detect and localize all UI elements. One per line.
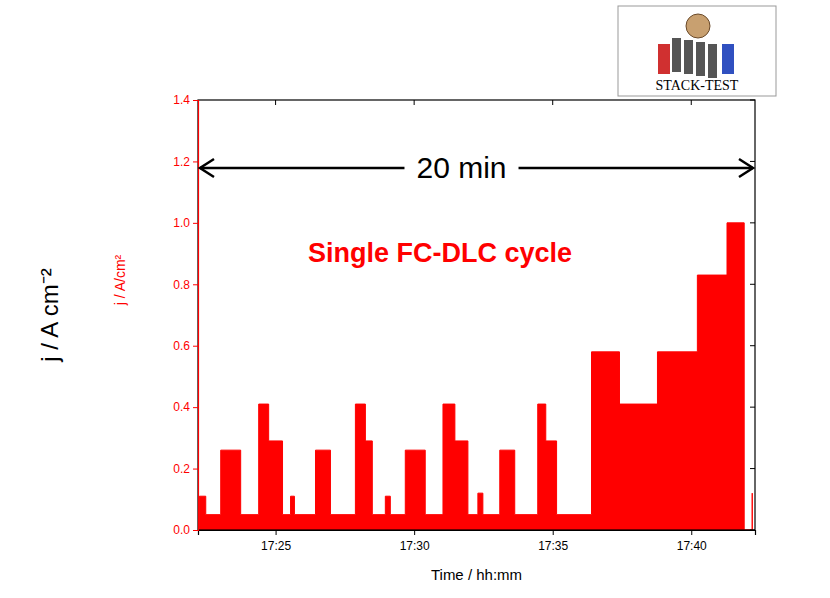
- y-right-tick-mark: [750, 222, 755, 223]
- y-axis-title: j / A cm⁻²: [36, 268, 63, 362]
- arrow-head: [200, 159, 214, 177]
- x-top-ticks: [276, 100, 692, 105]
- y-tick-mark: [193, 100, 198, 101]
- y-tick-label: 0.4: [173, 400, 190, 414]
- x-tick-label: 17:40: [677, 539, 707, 553]
- y-tick-label: 0.2: [173, 462, 190, 476]
- x-tick-mark: [553, 530, 554, 535]
- plot-area: [199, 223, 752, 530]
- y-tick-label: 1.0: [173, 216, 190, 230]
- arrow-line: [519, 167, 753, 170]
- y-right-ticks: [750, 100, 755, 530]
- x-tick-mark: [276, 530, 277, 535]
- logo-shape: [696, 42, 705, 76]
- x-tick-mark: [414, 530, 415, 535]
- logo-shape: [684, 40, 693, 74]
- arrow-line: [200, 167, 404, 170]
- y-tick-mark: [193, 223, 198, 224]
- logo-shape: [658, 44, 670, 74]
- area: [199, 223, 752, 530]
- y-tick-label: 1.2: [173, 155, 190, 169]
- y-tick: 0.2: [173, 462, 198, 476]
- arrow-head: [739, 159, 753, 177]
- y-right-tick-mark: [750, 407, 755, 408]
- y-tick-label: 0.6: [173, 339, 190, 353]
- x-tick-mark: [691, 530, 692, 535]
- y-right-tick-mark: [750, 100, 755, 101]
- logo-shape: [686, 14, 710, 38]
- y-tick: 1.2: [173, 155, 198, 169]
- x-top-tick-mark: [691, 100, 692, 105]
- y-right-tick-mark: [750, 161, 755, 162]
- x-tick: 17:30: [400, 530, 430, 553]
- y-tick-mark: [193, 469, 198, 470]
- y-tick-mark: [193, 346, 198, 347]
- x-tick-label: 17:30: [400, 539, 430, 553]
- x-tick: 17:40: [677, 530, 707, 553]
- y-tick: 1.0: [173, 216, 198, 230]
- y-tick-label: 0.8: [173, 278, 190, 292]
- y-tick-label: 0.0: [173, 523, 190, 537]
- x-top-tick-mark: [414, 100, 415, 105]
- x-tick: 17:25: [261, 530, 291, 553]
- annotation: 20 min: [416, 151, 506, 184]
- x-tick-label: 17:35: [538, 539, 568, 553]
- logo-text: STACK-TEST: [656, 78, 739, 93]
- y-tick: 0.4: [173, 400, 198, 414]
- y-tick-mark: [193, 407, 198, 408]
- x-top-tick-mark: [552, 100, 553, 105]
- x-axis: 17:25 17:30 17:35 17:40: [199, 530, 756, 553]
- x-axis-line: [199, 531, 756, 536]
- y-right-tick-mark: [750, 284, 755, 285]
- logo-shape: [672, 38, 681, 72]
- x-top-tick-mark: [275, 100, 276, 105]
- y-tick: 0.0: [173, 523, 198, 537]
- logo-shape: [708, 44, 717, 78]
- logo-shape: [722, 44, 734, 74]
- y-tick: 1.4: [173, 93, 198, 107]
- logo-frame: [618, 6, 776, 96]
- x-tick-label: 17:25: [261, 539, 291, 553]
- x-axis-title: Time / hh:mm: [431, 566, 522, 583]
- frame: [198, 100, 755, 530]
- y-axis-line: [193, 101, 199, 531]
- y-right-tick-mark: [750, 345, 755, 346]
- y-axis-title-secondary: j / A/cm²: [112, 254, 128, 306]
- logo: STACK-TEST: [618, 6, 776, 96]
- chart: 17:25 17:30 17:35 17:40 0.0 0.2 0.4 0.6 0.8 1.0 1.…: [0, 0, 830, 598]
- span-arrow: [200, 159, 753, 177]
- y-right-tick-mark: [750, 468, 755, 469]
- y-tick: 0.6: [173, 339, 198, 353]
- y-tick: 0.8: [173, 278, 198, 292]
- y-tick-mark: [193, 530, 198, 531]
- x-tick: 17:35: [538, 530, 568, 553]
- y-tick-mark: [193, 284, 198, 285]
- annotation: Single FC-DLC cycle: [308, 238, 572, 268]
- y-axis: 0.0 0.2 0.4 0.6 0.8 1.0 1.2 1.4: [173, 93, 198, 537]
- y-tick-label: 1.4: [173, 93, 190, 107]
- y-tick-mark: [193, 161, 198, 162]
- y-right-tick-mark: [750, 530, 755, 531]
